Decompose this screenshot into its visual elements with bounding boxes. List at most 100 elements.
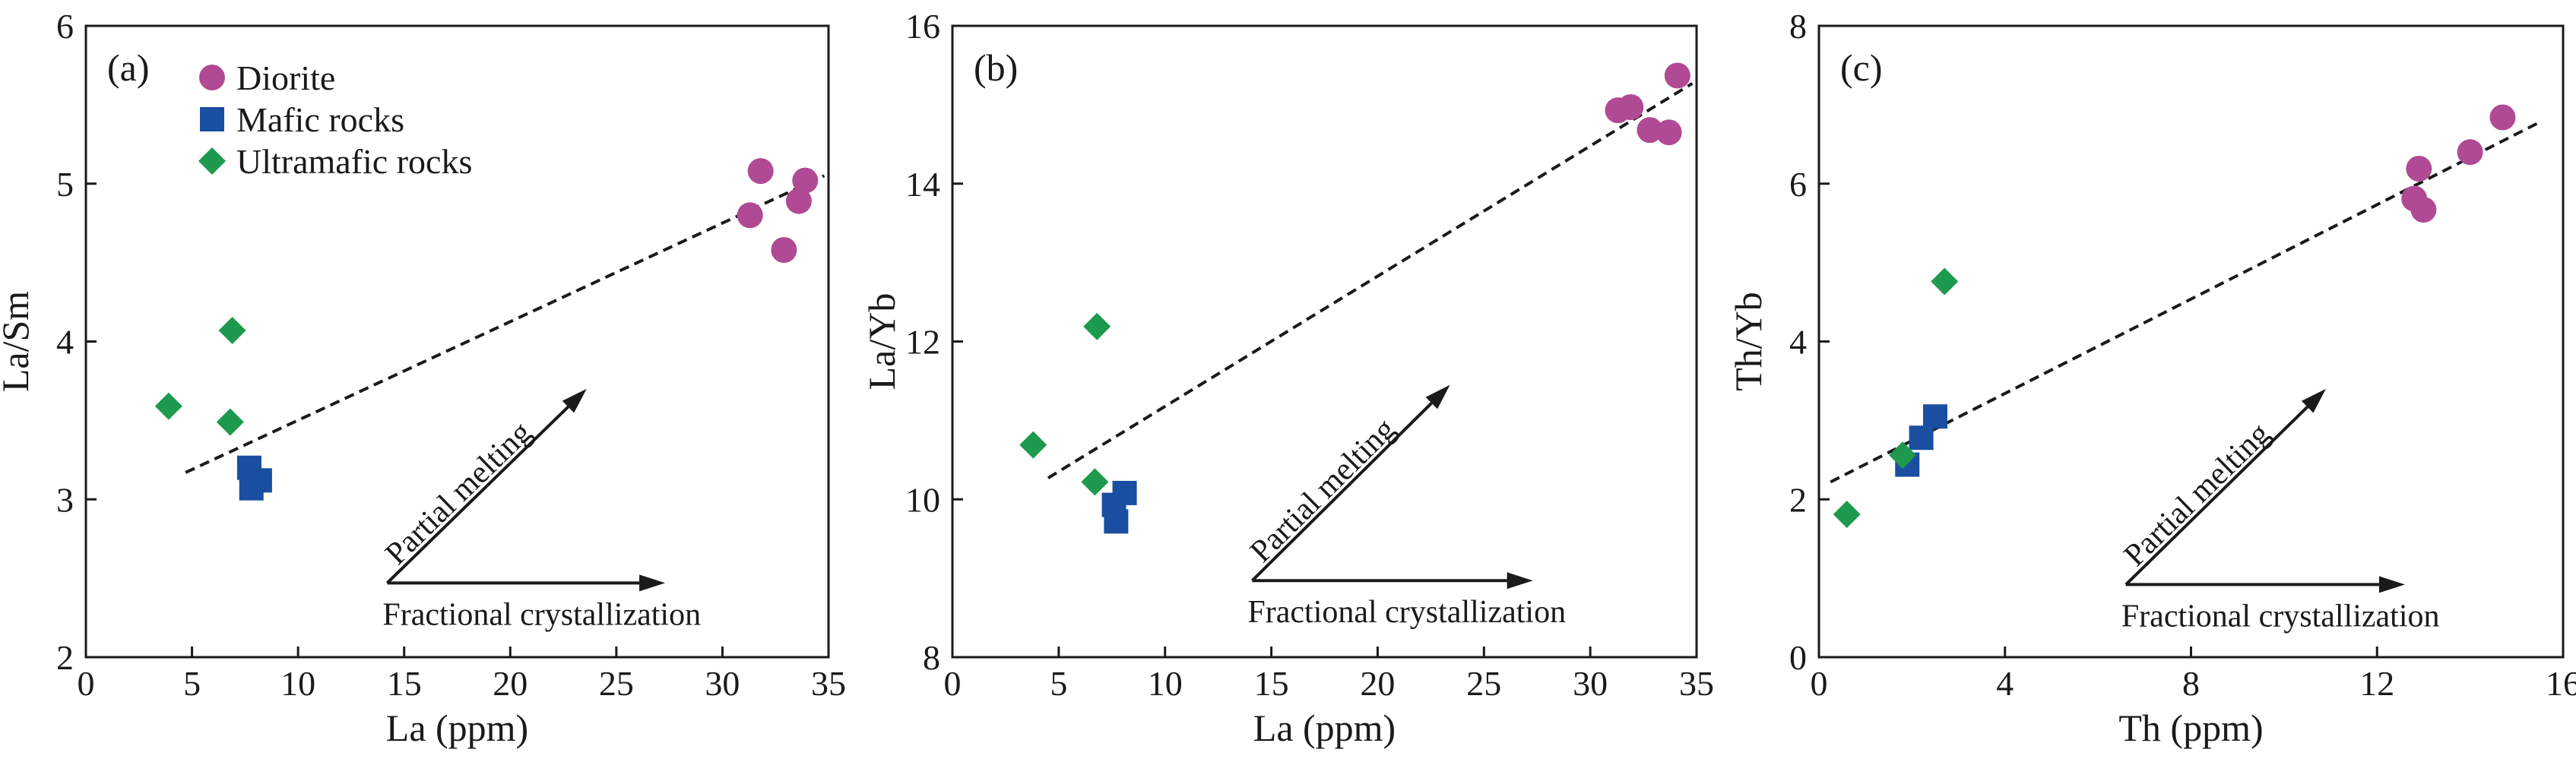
x-axis-label: La (ppm) — [1253, 707, 1396, 749]
mafic-rocks-point — [1104, 509, 1129, 534]
plot-frame — [84, 24, 830, 659]
partial-melting-label: Partial melting — [2118, 416, 2277, 574]
partial-melting-label: Partial melting — [379, 415, 538, 571]
panel-label: (b) — [974, 46, 1018, 89]
partial-melting-arrow: Partial melting — [2118, 388, 2326, 586]
arrow-shaft — [2124, 406, 2309, 586]
ultramafic-rocks-point — [1083, 312, 1111, 340]
x-tick-label: 5 — [183, 664, 201, 703]
y-tick-label: 6 — [1789, 165, 1807, 204]
x-tick-label: 10 — [1148, 664, 1183, 703]
diorite-point — [2489, 104, 2516, 131]
diorite-point — [2410, 197, 2437, 223]
x-tick-label: 8 — [2182, 664, 2200, 703]
y-axis-label: La/Sm — [0, 291, 36, 392]
fractional-crystallization-label: Fractional crystallization — [2121, 599, 2440, 634]
fractional-crystallization-label: Fractional crystallization — [1247, 595, 1566, 630]
arrow-head — [639, 574, 666, 592]
y-tick-label: 10 — [905, 480, 940, 519]
y-tick-label: 4 — [56, 323, 74, 362]
x-tick-label: 25 — [1466, 664, 1501, 703]
x-tick-label: 0 — [944, 664, 962, 703]
mafic-rocks-point — [1909, 425, 1934, 451]
diorite-point — [1618, 93, 1644, 120]
panel-label: (c) — [1840, 46, 1883, 89]
fractional-crystallization-arrow: Fractional crystallization — [2121, 576, 2440, 634]
diorite-point — [785, 188, 812, 214]
y-tick-label: 8 — [1789, 7, 1807, 46]
fractional-crystallization-arrow: Fractional crystallization — [382, 574, 701, 632]
x-tick-label: 12 — [2359, 664, 2394, 703]
mafic-rocks-point — [1922, 404, 1947, 429]
mafic-rocks-point — [239, 476, 264, 501]
y-tick-label: 16 — [905, 7, 940, 46]
x-tick-label: 0 — [78, 664, 95, 703]
arrow-head — [2378, 576, 2405, 593]
ultramafic-rocks-point — [216, 408, 244, 436]
x-tick-label: 25 — [599, 664, 634, 703]
x-tick-label: 0 — [1811, 664, 1828, 703]
legend-diorite-marker — [199, 65, 225, 90]
x-tick-label: 16 — [2546, 664, 2576, 703]
plot-frame — [951, 24, 1698, 659]
ultramafic-rocks-point — [1019, 431, 1047, 459]
y-tick-label: 6 — [56, 7, 74, 46]
diorite-point — [792, 167, 819, 194]
x-tick-label: 35 — [811, 664, 846, 703]
legend-ultramafic-marker — [198, 147, 226, 175]
trend-line — [1830, 120, 2541, 484]
ultramafic-rocks-point — [1081, 468, 1109, 496]
x-tick-label: 30 — [705, 664, 740, 703]
x-tick-label: 10 — [280, 664, 315, 703]
x-tick-label: 15 — [387, 664, 422, 703]
diorite-point — [1664, 62, 1690, 89]
diorite-point — [747, 158, 774, 185]
diorite-point — [2457, 139, 2483, 166]
x-tick-label: 20 — [493, 664, 528, 703]
x-axis-label: Th (ppm) — [2118, 707, 2263, 749]
diorite-point — [2406, 156, 2432, 182]
partial-melting-arrow: Partial melting — [1244, 384, 1450, 582]
fractional-crystallization-arrow: Fractional crystallization — [1247, 572, 1566, 630]
legend-label: Ultramafic rocks — [236, 142, 472, 181]
x-tick-label: 15 — [1254, 664, 1289, 703]
panel-a: 0 5 10 15 20 25 30 35 2 3 4 5 6 La (ppm) La/Sm (a) Parti… — [0, 7, 846, 749]
arrow-head — [2301, 388, 2326, 413]
diorite-point — [737, 202, 763, 229]
diorite-point — [1637, 117, 1663, 144]
x-tick-label: 5 — [1050, 664, 1067, 703]
x-tick-label: 4 — [1996, 664, 2014, 703]
arrow-head — [562, 388, 587, 413]
partial-melting-label: Partial melting — [1244, 412, 1402, 570]
plot-frame — [1817, 24, 2565, 659]
trend-line — [1047, 82, 1694, 479]
ultramafic-rocks-point — [218, 316, 246, 344]
diorite-point — [1656, 119, 1682, 146]
ultramafic-rocks-point — [1833, 500, 1861, 528]
diorite-point — [771, 237, 797, 264]
y-tick-label: 5 — [56, 165, 74, 204]
y-tick-label: 0 — [1789, 638, 1807, 677]
arrow-head — [1507, 572, 1533, 590]
y-tick-label: 8 — [923, 638, 940, 677]
x-axis-label: La (ppm) — [386, 707, 528, 749]
arrow-head — [1425, 384, 1450, 409]
panel-b: 0 5 10 15 20 25 30 35 8 10 12 14 16 La (ppm) La/Yb (b) P… — [860, 7, 1714, 749]
ultramafic-rocks-point — [1931, 267, 1959, 296]
x-tick-label: 30 — [1573, 664, 1608, 703]
y-tick-label: 4 — [1789, 323, 1807, 362]
legend-mafic-marker — [200, 107, 224, 131]
y-axis-label: Th/Yb — [1727, 292, 1770, 391]
y-tick-label: 14 — [905, 165, 940, 204]
x-tick-label: 35 — [1679, 664, 1714, 703]
y-axis-label: La/Yb — [860, 293, 903, 390]
trend-line — [185, 174, 825, 474]
y-tick-label: 12 — [905, 323, 940, 362]
y-tick-label: 2 — [56, 638, 74, 677]
y-tick-label: 3 — [56, 480, 74, 519]
y-tick-label: 2 — [1789, 480, 1807, 519]
x-tick-label: 20 — [1360, 664, 1395, 703]
ultramafic-rocks-point — [1889, 441, 1917, 470]
panel-c: 0 4 8 12 16 0 2 4 6 8 Th (ppm) Th/Yb (c) Partial melt… — [1727, 7, 2576, 749]
